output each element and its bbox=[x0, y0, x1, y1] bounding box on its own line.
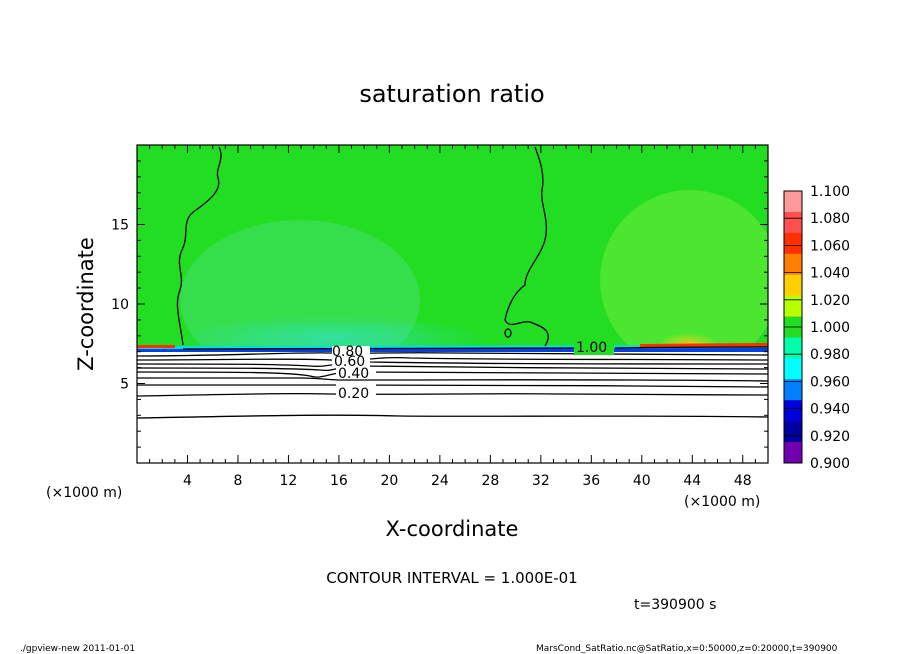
colorbar-segment bbox=[784, 191, 802, 213]
contour-line-0.30 bbox=[137, 384, 768, 388]
cloud-top-red-left bbox=[137, 345, 175, 348]
x-tick-label: 16 bbox=[330, 473, 348, 489]
colorbar-segment bbox=[784, 295, 802, 317]
contour-label-0.80: 0.80 bbox=[332, 344, 363, 360]
x-tick-label: 44 bbox=[683, 473, 701, 489]
colorbar-segment bbox=[784, 337, 802, 359]
contour-line-0.10 bbox=[137, 414, 768, 419]
light-green-zone-2 bbox=[600, 190, 768, 370]
contour-label-0.60: 0.60 bbox=[334, 354, 365, 370]
colorbar-segment bbox=[784, 379, 802, 401]
plot-area bbox=[137, 145, 768, 463]
contour-interval-text: CONTOUR INTERVAL = 1.000E-01 bbox=[326, 569, 577, 587]
colorbar-level-label: 0.980 bbox=[810, 347, 850, 363]
colorbar-segment bbox=[784, 421, 802, 443]
colorbar-level-label: 1.100 bbox=[810, 184, 850, 200]
colorbar-level-label: 0.960 bbox=[810, 374, 850, 390]
cloud-top-red-right bbox=[640, 343, 768, 347]
contour-label-bg-0.60 bbox=[332, 357, 370, 367]
contour-line-1.00-right bbox=[504, 146, 549, 347]
contour-label-0.20: 0.20 bbox=[338, 386, 369, 402]
colorbar-level-label: 1.040 bbox=[810, 266, 850, 282]
colorbar-level-label: 1.000 bbox=[810, 320, 850, 336]
colorbar-segment bbox=[784, 442, 802, 464]
y-tick-label: 15 bbox=[111, 218, 129, 234]
colorbar-level-label: 1.060 bbox=[810, 238, 850, 254]
contour-label-bg-0.40 bbox=[336, 367, 376, 379]
x-axis-label: X-coordinate bbox=[386, 517, 519, 541]
y-axis-label: Z-coordinate bbox=[74, 237, 98, 371]
contour-label-bg-0.20 bbox=[336, 384, 376, 398]
x-axis-ticks: 4 8 12 16 20 24 28 32 36 40 44 48 bbox=[149, 145, 756, 489]
x-tick-label: 4 bbox=[183, 473, 192, 489]
x-tick-label: 40 bbox=[633, 473, 651, 489]
y-axis-ticks: 5 10 15 bbox=[111, 160, 768, 448]
time-stamp: t=390900 s bbox=[634, 597, 716, 613]
colorbar-level-label: 1.080 bbox=[810, 211, 850, 227]
x-tick-label: 32 bbox=[532, 473, 550, 489]
x-unit-right: (×1000 m) bbox=[684, 494, 760, 510]
x-tick-label: 24 bbox=[431, 473, 449, 489]
colorbar: 1.100 1.080 1.060 1.040 1.020 1.000 0.980 0.960… bbox=[783, 184, 850, 472]
y-tick-label: 10 bbox=[111, 297, 129, 313]
colorbar-level-label: 1.020 bbox=[810, 293, 850, 309]
x-tick-label: 8 bbox=[233, 473, 242, 489]
colorbar-segment bbox=[784, 400, 802, 422]
x-unit-left: (×1000 m) bbox=[46, 485, 122, 501]
contour-label-0.40: 0.40 bbox=[338, 366, 369, 382]
x-tick-label: 48 bbox=[734, 473, 752, 489]
x-tick-label: 20 bbox=[380, 473, 398, 489]
x-tick-label: 12 bbox=[280, 473, 298, 489]
chart-title: saturation ratio bbox=[359, 80, 544, 108]
colorbar-segment bbox=[784, 274, 802, 296]
x-tick-label: 28 bbox=[481, 473, 499, 489]
colorbar-level-label: 0.920 bbox=[810, 429, 850, 445]
colorbar-segment bbox=[784, 253, 802, 275]
contour-line-0.40 bbox=[137, 377, 768, 382]
x-tick-label: 36 bbox=[582, 473, 600, 489]
contour-label-bg-1.00 bbox=[574, 339, 614, 355]
contour-line-0.20 bbox=[137, 392, 768, 397]
contour-line-1.00-left bbox=[176, 146, 222, 346]
contour-label-bg-0.80 bbox=[332, 346, 370, 356]
colorbar-segment bbox=[784, 232, 802, 255]
contour-line-1.00-small bbox=[504, 328, 512, 338]
footer-left: ./gpview-new 2011-01-01 bbox=[20, 644, 135, 654]
y-tick-label: 5 bbox=[120, 377, 129, 393]
contour-line-0.80 bbox=[137, 356, 768, 362]
footer-right: MarsCond_SatRatio.nc@SatRatio,x=0:50000,… bbox=[536, 644, 838, 654]
colorbar-segment bbox=[784, 358, 802, 380]
contour-label-1.00: 1.00 bbox=[576, 340, 607, 356]
colorbar-level-label: 0.900 bbox=[810, 456, 850, 472]
colorbar-level-label: 0.940 bbox=[810, 402, 850, 418]
colorbar-segment bbox=[784, 211, 802, 234]
